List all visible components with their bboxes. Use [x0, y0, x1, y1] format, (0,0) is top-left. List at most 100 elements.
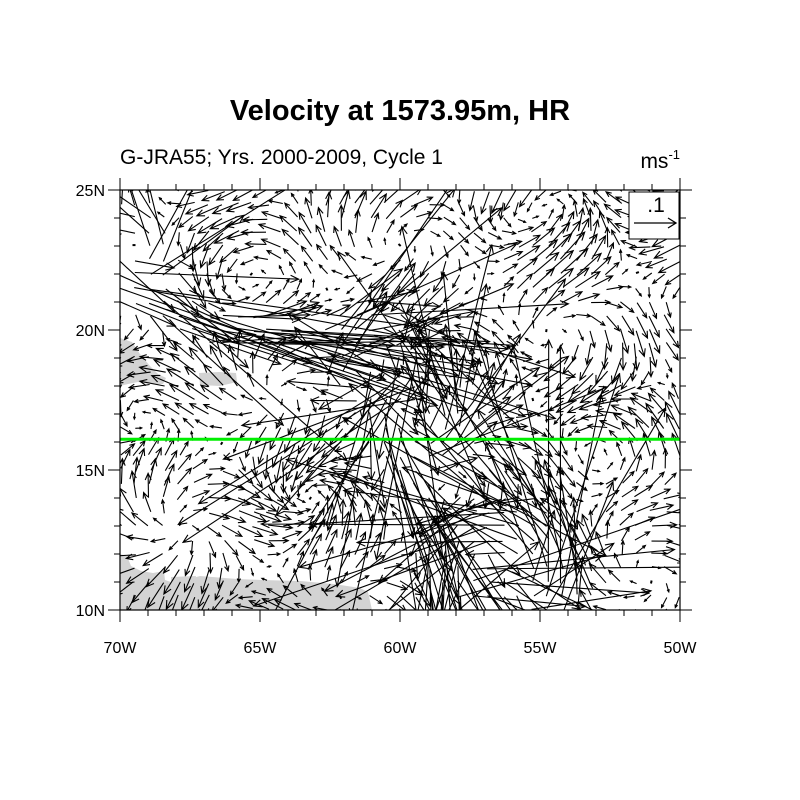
- velocity-arrow: [192, 258, 202, 287]
- x-tick-label: 50W: [664, 640, 698, 657]
- units-base: ms: [640, 150, 668, 173]
- velocity-arrow: [502, 423, 529, 431]
- velocity-arrow: [138, 190, 166, 234]
- velocity-arrow: [606, 590, 622, 597]
- velocity-arrow: [207, 526, 223, 538]
- velocity-arrow: [503, 190, 517, 212]
- velocity-arrow: [577, 329, 584, 342]
- velocity-arrow: [488, 286, 492, 290]
- velocity-arrow: [238, 510, 268, 523]
- velocity-arrow: [437, 327, 461, 335]
- velocity-arrow: [334, 540, 490, 598]
- velocity-arrow: [454, 484, 461, 500]
- velocity-arrow: [138, 354, 164, 361]
- velocity-arrow: [298, 211, 312, 234]
- velocity-arrow: [464, 286, 474, 295]
- velocity-arrow: [207, 552, 214, 575]
- velocity-arrow: [295, 304, 324, 316]
- velocity-arrow: [415, 597, 425, 610]
- velocity-arrow: [357, 288, 417, 304]
- velocity-arrow: [369, 554, 387, 567]
- velocity-arrow: [634, 516, 656, 526]
- velocity-arrow: [448, 553, 476, 610]
- velocity-arrow: [297, 190, 299, 192]
- velocity-arrow: [597, 179, 608, 189]
- velocity-arrow: [430, 594, 434, 610]
- velocity-arrow: [480, 191, 490, 215]
- velocity-arrow: [442, 525, 462, 610]
- velocity-arrow: [414, 440, 489, 480]
- velocity-arrow: [318, 478, 341, 485]
- velocity-arrow: [666, 412, 680, 441]
- velocity-arrow: [340, 170, 361, 189]
- axis-ticks: [108, 178, 692, 622]
- velocity-arrow: [326, 385, 373, 532]
- velocity-arrow: [235, 555, 245, 572]
- velocity-arrow: [672, 287, 680, 300]
- velocity-arrow: [163, 300, 349, 462]
- velocity-arrow: [209, 314, 306, 345]
- velocity-arrow: [653, 244, 680, 259]
- velocity-arrow: [458, 282, 489, 427]
- velocity-arrow: [257, 223, 281, 233]
- velocity-arrow: [541, 203, 548, 207]
- velocity-arrow: [472, 311, 488, 318]
- velocity-arrow: [238, 310, 312, 320]
- velocity-arrow: [605, 477, 619, 485]
- velocity-arrow: [202, 232, 224, 252]
- velocity-arrow: [371, 212, 380, 233]
- velocity-arrow: [423, 286, 444, 307]
- velocity-arrow: [360, 255, 372, 260]
- velocity-arrow: [265, 373, 269, 386]
- velocity-arrow: [303, 413, 311, 436]
- velocity-arrow: [312, 278, 316, 288]
- velocity-arrow: [149, 315, 178, 352]
- velocity-arrow: [369, 595, 384, 605]
- velocity-arrow: [547, 454, 565, 476]
- velocity-arrow: [486, 272, 495, 276]
- velocity-arrow: [442, 277, 567, 443]
- velocity-arrow: [472, 273, 476, 281]
- velocity-arrow: [430, 245, 434, 257]
- velocity-arrow: [435, 540, 460, 610]
- velocity-arrow: [274, 398, 388, 610]
- velocity-arrow: [601, 343, 609, 371]
- velocity-arrow: [135, 302, 233, 342]
- velocity-arrow: [276, 572, 284, 584]
- velocity-arrow: [179, 504, 188, 513]
- velocity-arrow: [598, 420, 621, 430]
- velocity-arrow: [650, 471, 666, 486]
- velocity-arrow: [389, 259, 401, 271]
- velocity-arrow: [474, 245, 487, 255]
- velocity-arrow: [428, 186, 440, 189]
- velocity-arrow: [578, 399, 607, 411]
- velocity-arrow: [285, 377, 355, 388]
- velocity-arrow: [404, 258, 414, 272]
- velocity-arrow: [635, 453, 643, 472]
- velocity-arrow: [317, 371, 384, 410]
- velocity-arrow: [367, 236, 373, 248]
- velocity-arrow: [165, 581, 181, 610]
- velocity-arrow: [355, 512, 364, 541]
- velocity-arrow: [503, 596, 518, 610]
- velocity-arrow: [634, 484, 654, 498]
- velocity-arrow: [146, 582, 165, 609]
- velocity-arrow: [442, 594, 444, 610]
- velocity-arrow: [413, 511, 453, 573]
- velocity-arrow: [383, 237, 387, 245]
- velocity-arrow: [399, 469, 444, 610]
- velocity-arrow: [158, 596, 165, 610]
- velocity-arrow: [150, 421, 154, 430]
- velocity-arrow: [120, 274, 424, 413]
- velocity-arrow: [367, 274, 387, 290]
- velocity-arrow: [610, 395, 636, 403]
- velocity-arrow: [285, 454, 299, 483]
- velocity-arrow: [580, 413, 606, 421]
- velocity-arrow: [458, 202, 466, 217]
- velocity-arrow: [316, 470, 343, 478]
- velocity-arrow: [296, 538, 311, 556]
- velocity-arrow: [398, 329, 522, 483]
- velocity-arrow: [175, 201, 195, 209]
- velocity-arrow: [161, 331, 167, 348]
- velocity-arrow: [324, 545, 334, 568]
